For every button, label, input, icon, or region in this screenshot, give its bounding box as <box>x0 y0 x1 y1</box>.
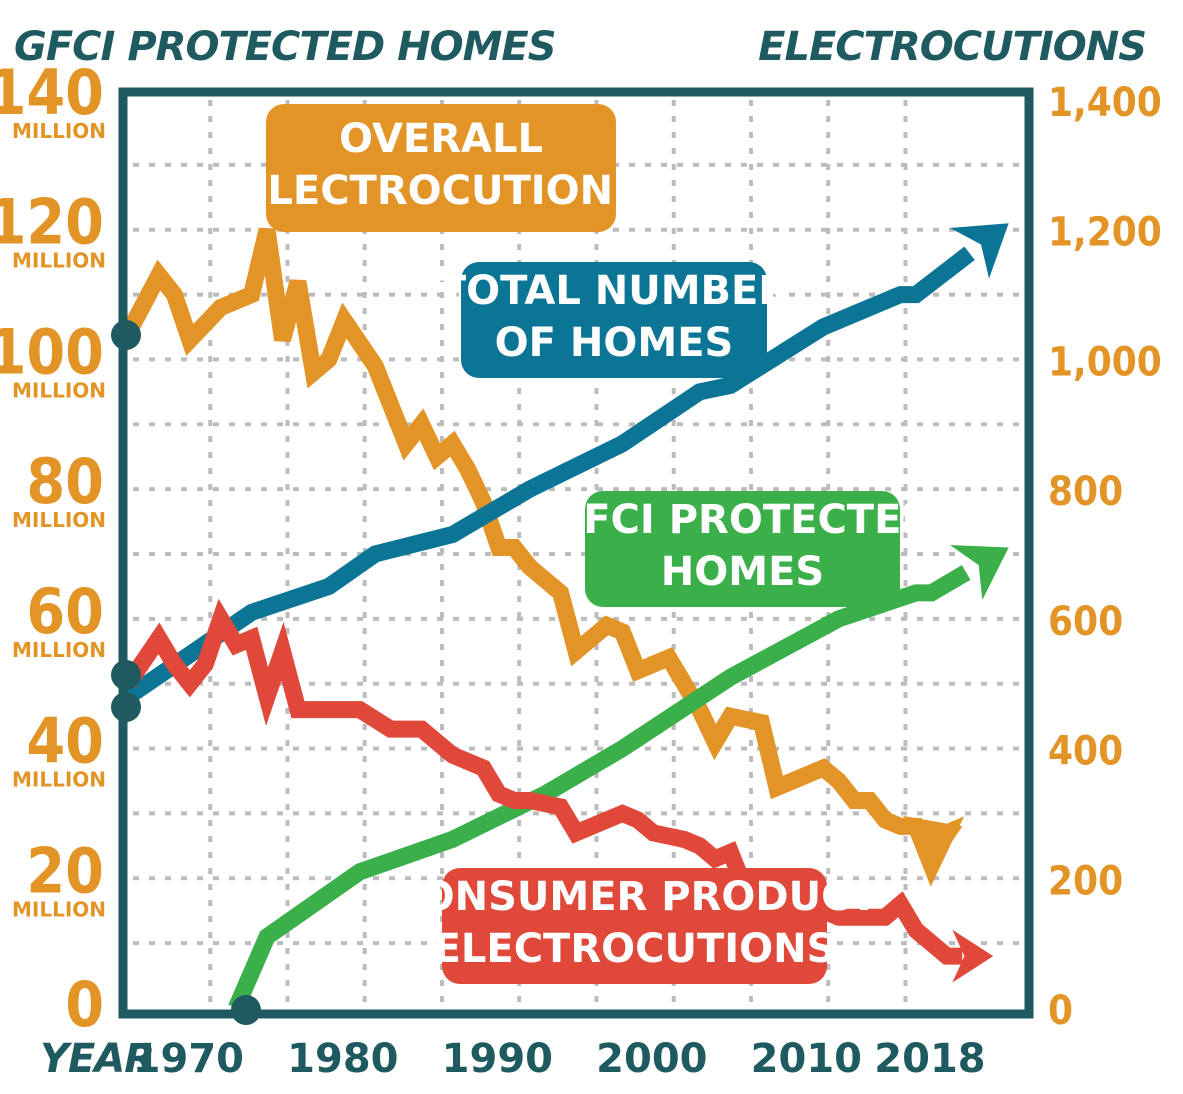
right-tick-label: 800 <box>1048 469 1123 515</box>
series-arrow-gfci <box>949 544 1009 600</box>
start-markers <box>111 320 261 1025</box>
left-tick-unit: MILLION <box>12 768 106 792</box>
right-axis-ticks: 0 200 400 600 800 1,000 1,200 1,400 <box>1048 80 1162 1034</box>
right-tick-label: 200 <box>1048 858 1123 904</box>
right-tick-label: 1,000 <box>1048 339 1162 385</box>
x-tick-label: 1990 <box>442 1036 553 1082</box>
label-text-consumer: CONSUMER PRODUCT <box>391 874 878 920</box>
x-axis-ticks: 1970 1980 1990 2000 2010 2018 <box>133 1036 986 1082</box>
label-text-homes: OF HOMES <box>495 320 734 366</box>
start-marker <box>111 692 141 722</box>
left-tick-label: 80 <box>26 445 104 518</box>
left-tick-label: 0 <box>65 968 104 1041</box>
left-axis-title: GFCI PROTECTED HOMES <box>14 24 556 70</box>
label-text-homes: TOTAL NUMBER <box>439 268 789 314</box>
right-tick-label: 0 <box>1048 988 1073 1034</box>
x-tick-label: 2010 <box>751 1036 862 1082</box>
x-tick-label: 2018 <box>874 1036 985 1082</box>
left-tick-unit: MILLION <box>12 897 106 921</box>
label-text-gfci: HOMES <box>661 549 824 595</box>
series-line-consumer <box>120 598 963 965</box>
right-axis-title: ELECTROCUTIONS <box>758 24 1146 70</box>
series-layer <box>120 223 1009 1012</box>
left-tick-label: 100 <box>0 315 104 388</box>
x-tick-label: 1970 <box>133 1036 244 1082</box>
left-tick-label: 60 <box>26 575 104 648</box>
left-tick-label: 40 <box>26 705 104 778</box>
label-box-homes <box>461 262 767 378</box>
left-tick-unit: MILLION <box>12 119 106 143</box>
label-text-overall: ELECTROCUTIONS <box>240 168 642 214</box>
label-box-overall <box>266 104 616 232</box>
x-axis-title: YEAR <box>40 1036 154 1082</box>
label-text-consumer: ELECTROCUTIONS <box>434 926 836 972</box>
x-tick-label: 2000 <box>596 1036 707 1082</box>
label-box-gfci <box>585 491 900 607</box>
x-tick-label: 1980 <box>287 1036 398 1082</box>
series-line-homes <box>123 246 975 704</box>
right-tick-label: 600 <box>1048 599 1123 645</box>
series-arrow-homes <box>950 223 1009 279</box>
plot-frame <box>118 87 1034 1019</box>
label-box-consumer <box>442 868 827 984</box>
start-marker <box>111 660 141 690</box>
label-text-gfci: GFCI PROTECTED <box>550 497 934 543</box>
left-tick-label: 120 <box>0 186 104 259</box>
series-line-gfci <box>228 565 971 1012</box>
left-axis-ticks: 020MILLION40MILLION60MILLION80MILLION100… <box>0 56 106 1041</box>
right-tick-label: 1,400 <box>1048 80 1162 126</box>
right-tick-label: 1,200 <box>1048 210 1162 256</box>
left-tick-unit: MILLION <box>12 638 106 662</box>
left-tick-label: 140 <box>0 56 104 129</box>
label-text-overall: OVERALL <box>339 116 543 162</box>
left-tick-unit: MILLION <box>12 508 106 532</box>
left-tick-unit: MILLION <box>12 378 106 402</box>
start-marker <box>111 320 141 350</box>
start-marker <box>231 995 261 1025</box>
left-tick-unit: MILLION <box>12 249 106 273</box>
left-tick-label: 20 <box>26 834 104 907</box>
series-arrow-consumer <box>952 929 994 983</box>
series-line-overall <box>120 227 965 887</box>
series-arrow-overall <box>902 815 963 877</box>
right-tick-label: 400 <box>1048 729 1123 775</box>
series-labels: OVERALL ELECTROCUTIONS TOTAL NUMBER OF HOME… <box>240 104 935 984</box>
